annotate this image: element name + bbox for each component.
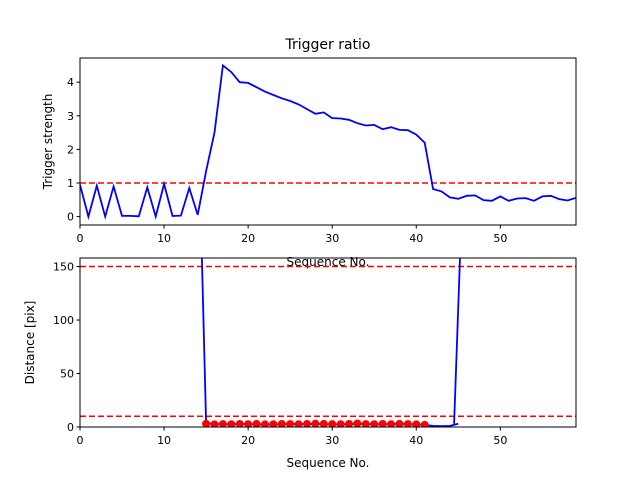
y-tick-label: 100: [53, 314, 74, 327]
y-tick-label: 0: [67, 211, 74, 224]
data-point: [210, 420, 219, 427]
chart-title: Trigger ratio: [284, 37, 370, 53]
x-tick-label: 40: [409, 232, 423, 245]
axes-frame: [79, 57, 577, 226]
data-point: [336, 420, 345, 427]
y-tick-label: 50: [60, 368, 74, 381]
series-line: [80, 63, 576, 221]
data-point: [395, 419, 404, 427]
data-point: [302, 420, 311, 427]
data-point: [286, 420, 295, 427]
data-point: [227, 420, 236, 427]
data-point: [378, 420, 387, 427]
x-tick-label: 0: [77, 434, 84, 447]
plot-area: [80, 63, 576, 221]
data-point: [244, 420, 253, 427]
data-point: [294, 420, 303, 427]
data-point: [202, 419, 211, 427]
y-tick-label: 3: [67, 110, 74, 123]
data-point: [218, 420, 227, 427]
data-point: [252, 419, 261, 427]
data-point: [328, 420, 337, 427]
y-axis-label: Distance [pix]: [23, 301, 37, 385]
x-tick-label: 10: [157, 434, 171, 447]
data-point: [361, 420, 370, 427]
x-tick-label: 40: [409, 434, 423, 447]
data-point: [235, 420, 244, 427]
data-point: [319, 419, 328, 427]
y-tick-label: 150: [53, 261, 74, 274]
data-point: [311, 419, 320, 427]
data-point: [345, 420, 354, 427]
x-tick-label: 20: [241, 232, 255, 245]
data-point: [420, 420, 429, 427]
plot-area: [80, 258, 576, 427]
y-tick-label: 0: [67, 421, 74, 434]
data-point: [260, 420, 269, 427]
y-tick-label: 4: [67, 76, 74, 89]
x-tick-label: 50: [493, 232, 507, 245]
data-point: [412, 420, 421, 427]
y-tick-label: 1: [67, 177, 74, 190]
y-tick-label: 2: [67, 143, 74, 156]
distance-plot: 0 10 20 30 40 50 0 50 100 150 Sequence No. Distan…: [23, 257, 577, 470]
axes-frame: [79, 257, 577, 428]
data-point: [269, 420, 278, 427]
data-point: [387, 420, 396, 427]
x-axis-label: Sequence No.: [287, 456, 370, 470]
series-line: [453, 258, 461, 424]
x-tick-label: 20: [241, 434, 255, 447]
x-tick-label: 30: [325, 434, 339, 447]
x-tick-label: 30: [325, 232, 339, 245]
x-tick-label: 0: [77, 232, 84, 245]
data-point: [353, 419, 362, 427]
x-tick-label: 10: [157, 232, 171, 245]
x-tick-label: 50: [493, 434, 507, 447]
data-point: [277, 420, 286, 427]
axis-ticks: 0 10 20 30 40 50 0 50 100 150: [53, 261, 507, 447]
data-point: [370, 420, 379, 427]
data-point: [403, 420, 412, 427]
axis-ticks: 0 10 20 30 40 50 0 1 2 3 4: [67, 76, 507, 245]
y-axis-label: Trigger strength: [41, 94, 55, 191]
